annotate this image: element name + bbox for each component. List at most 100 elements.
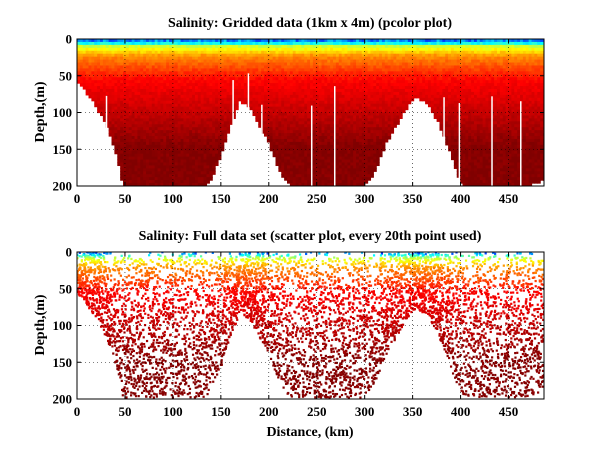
pcolor-cell: [275, 115, 279, 119]
pcolor-cell: [281, 138, 285, 143]
pcolor-cell: [427, 77, 432, 81]
pcolor-cell: [154, 141, 159, 146]
pcolor-cell: [252, 39, 256, 43]
pcolor-cell: [217, 97, 222, 102]
pcolor-cell: [174, 118, 179, 122]
pcolor-cell: [143, 68, 147, 72]
pcolor-cell: [312, 53, 317, 58]
pcolor-cell: [278, 150, 282, 155]
pcolor-cell: [261, 118, 265, 122]
pcolor-cell: [269, 80, 274, 84]
pcolor-cell: [197, 136, 202, 140]
pcolor-cell: [350, 100, 354, 105]
pcolor-cell: [425, 88, 429, 93]
pcolor-cell: [261, 91, 265, 96]
pcolor-cell: [183, 138, 187, 143]
pcolor-cell: [203, 65, 208, 69]
pcolor-cell: [315, 47, 320, 52]
pcolor-cell: [261, 59, 265, 64]
pcolor-cell: [287, 71, 291, 75]
pcolor-cell: [390, 100, 395, 105]
pcolor-cell: [330, 68, 334, 72]
pcolor-cell: [321, 118, 326, 122]
pcolor-cell: [128, 153, 133, 158]
pcolor-cell: [379, 115, 383, 119]
pcolor-cell: [143, 106, 147, 111]
pcolor-cell: [381, 138, 386, 143]
pcolor-cell: [166, 133, 170, 137]
pcolor-cell: [200, 86, 205, 90]
pcolor-cell: [85, 83, 90, 87]
pcolor-cell: [364, 165, 369, 169]
pcolor-cell: [341, 138, 346, 143]
pcolor-cell: [128, 141, 133, 146]
pcolor-cell: [215, 162, 219, 167]
pcolor-cell: [381, 71, 386, 75]
pcolor-cell: [307, 144, 311, 149]
pcolor-cell: [304, 118, 308, 122]
pcolor-cell: [350, 62, 354, 67]
pcolor-cell: [373, 144, 377, 149]
pcolor-cell: [269, 109, 274, 114]
pcolor-cell: [370, 71, 374, 75]
pcolor-cell: [174, 159, 179, 164]
pcolor-cell: [209, 121, 213, 125]
pcolor-cell: [194, 180, 199, 184]
pcolor-cell: [148, 97, 153, 102]
pcolor-cell: [330, 74, 334, 78]
pcolor-cell: [217, 74, 222, 78]
pcolor-cell: [263, 71, 268, 75]
pcolor-cell: [402, 83, 406, 87]
pcolor-cell: [206, 74, 210, 78]
pcolor-cell: [315, 103, 320, 108]
pcolor-cell: [387, 136, 392, 140]
pcolor-cell: [157, 97, 162, 102]
pcolor-cell: [315, 97, 320, 102]
pcolor-cell: [327, 177, 331, 181]
pcolor-cell: [284, 44, 288, 49]
pcolor-cell: [146, 44, 150, 49]
pcolor-cell: [203, 171, 208, 175]
pcolor-cell: [192, 80, 196, 84]
pcolor-cell: [330, 150, 334, 155]
pcolor-cell: [160, 127, 164, 131]
pcolor-cell: [117, 91, 121, 96]
pcolor-cell: [163, 115, 167, 119]
pcolor-cell: [252, 80, 256, 84]
pcolor-cell: [108, 100, 113, 105]
pcolor-cell: [289, 50, 294, 55]
pcolor-cell: [338, 39, 343, 43]
pcolor-cell: [154, 88, 159, 93]
pcolor-cell: [399, 83, 403, 87]
pcolor-cell: [131, 83, 136, 87]
pcolor-cell: [163, 47, 167, 52]
pcolor-cell: [407, 97, 412, 102]
pcolor-cell: [263, 91, 268, 96]
pcolor-cell: [108, 62, 113, 67]
pcolor-cell: [315, 100, 320, 105]
pcolor-cell: [114, 127, 118, 131]
pcolor-cell: [410, 47, 415, 52]
pcolor-cell: [350, 183, 354, 186]
pcolor-cell: [258, 91, 262, 96]
pcolor-cell: [123, 147, 127, 152]
pcolor-cell: [275, 41, 279, 46]
pcolor-cell: [94, 83, 98, 87]
pcolor-cell: [427, 88, 432, 93]
pcolor-cell: [315, 39, 320, 43]
pcolor-cell: [137, 130, 141, 134]
pcolor-cell: [353, 74, 357, 78]
pcolor-cell: [171, 83, 176, 87]
pcolor-cell: [203, 91, 208, 96]
pcolor-cell: [295, 86, 300, 90]
pcolor-cell: [436, 68, 441, 72]
pcolor-cell: [125, 118, 130, 122]
pcolor-cell: [258, 94, 262, 99]
pcolor-cell: [272, 65, 277, 69]
pcolor-cell: [404, 56, 409, 61]
pcolor-cell: [97, 41, 101, 46]
pcolor-cell: [347, 65, 351, 69]
pcolor-cell: [120, 91, 124, 96]
pcolor-cell: [229, 88, 233, 93]
pcolor-cell: [324, 91, 328, 96]
